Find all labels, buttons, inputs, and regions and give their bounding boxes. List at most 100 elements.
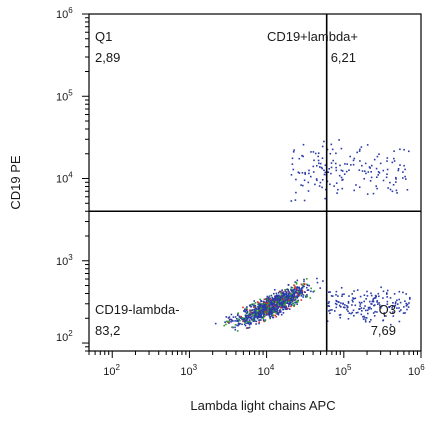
event-dot [272,316,275,319]
event-dot [246,311,249,314]
event-dot [341,170,344,172]
event-dot [245,311,248,314]
event-dot [392,315,395,317]
event-dot [321,145,324,148]
event-dot [300,291,302,294]
event-dot [253,303,255,305]
event-dot [298,157,301,160]
event-dot [260,309,263,312]
event-dot [281,292,284,295]
event-dot [289,296,291,299]
event-dot [375,185,377,187]
event-dot [323,140,325,143]
event-dot [287,288,289,291]
event-dot [279,310,282,312]
event-dot [335,166,337,169]
event-dot [246,320,249,323]
event-dot [316,277,318,280]
event-dot [333,185,335,187]
event-dot [276,294,278,297]
event-dot [254,305,257,307]
event-dot [260,304,262,306]
event-dot [318,185,321,187]
event-dot [364,319,367,321]
event-dot [258,319,260,321]
event-dot [236,320,238,322]
event-dot [294,281,296,283]
event-dot [302,143,305,146]
event-dot [269,308,272,310]
event-dot [363,307,365,310]
event-dot [335,303,338,306]
event-dot [369,306,371,309]
event-dot [291,291,293,293]
event-dot [359,148,361,151]
event-dot [298,288,301,290]
event-dot [323,169,325,172]
event-dot [276,310,279,312]
event-dot [297,291,300,293]
event-dot [292,289,295,292]
event-dot [256,314,258,316]
event-dot [245,316,247,318]
event-dot [270,315,273,317]
event-dot [386,292,388,294]
event-dot [307,181,310,184]
event-dot [281,304,284,307]
event-dot [299,293,302,295]
event-dot [361,170,364,172]
event-dot [300,289,303,291]
event-dot [278,306,280,308]
event-dot [306,294,308,296]
event-dot [245,318,247,320]
event-dot [387,187,389,189]
event-dot [269,311,271,313]
event-dot [270,300,272,303]
event-dot [308,172,310,175]
event-dot [284,302,286,304]
event-dot [389,297,392,299]
event-dot [296,279,299,282]
event-dot [338,314,341,316]
event-dot [258,308,260,310]
event-dot [347,310,349,312]
event-dot [317,152,320,154]
event-dot [248,323,251,326]
event-dot [244,308,246,310]
event-dot [360,301,363,304]
event-dot [324,164,327,166]
event-dot [395,189,398,192]
event-dot [344,163,346,165]
event-dot [271,309,274,311]
event-dot [406,189,409,191]
event-dot [355,312,358,314]
event-dot [263,300,265,303]
event-dot [364,320,367,323]
event-dot [385,176,388,179]
event-dot [296,294,298,297]
quadrant-cd19pos-lambdapos-value: 6,21 [331,50,356,65]
y-tick-label: 105 [56,88,73,103]
event-dot [260,314,263,317]
event-dot [372,312,375,314]
event-dot [272,308,275,310]
event-dot [352,163,355,166]
event-dot [237,322,240,324]
event-dot [321,157,324,159]
event-dot [352,309,355,312]
event-dot [367,312,369,315]
event-dot [325,188,327,191]
event-dot [336,300,338,303]
event-dot [269,298,272,300]
event-dot [373,158,376,161]
event-dot [409,298,411,300]
event-dot [303,280,305,283]
event-dot [298,293,300,295]
event-dot [363,315,365,318]
event-dot [338,301,340,303]
event-dot [287,284,290,286]
event-dot [282,291,285,294]
event-dot [280,291,283,293]
event-dot [294,199,297,201]
event-dot [347,300,350,303]
